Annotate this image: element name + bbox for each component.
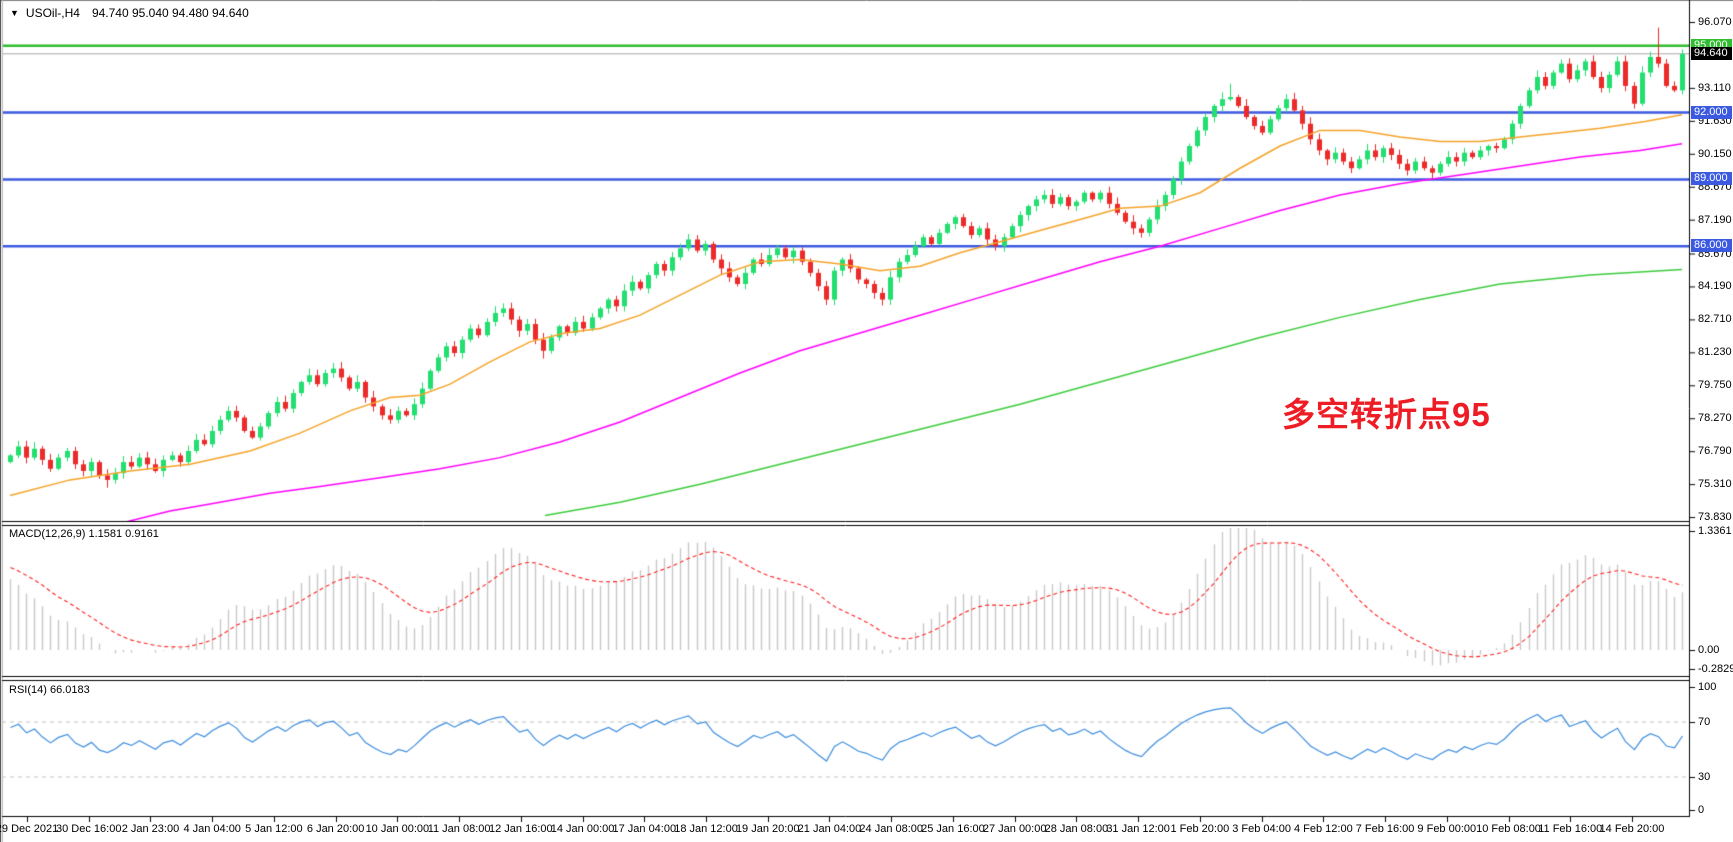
price-tick-label: 79.750	[1698, 379, 1732, 392]
time-tick-label: 14 Jan 00:00	[550, 823, 615, 835]
time-tick-label: 2 Jan 23:00	[121, 823, 180, 835]
price-tick-label: 93.110	[1698, 81, 1731, 94]
time-tick-label: 25 Jan 16:00	[921, 823, 985, 835]
time-tick-label: 4 Feb 12:00	[1293, 823, 1353, 835]
rsi-tick-label: 30	[1698, 771, 1711, 783]
time-tick-label: 10 Jan 00:00	[365, 823, 430, 835]
time-tick-label: 14 Feb 20:00	[1599, 823, 1665, 835]
price-tick-label: 90.150	[1698, 147, 1732, 160]
price-line-badge: 89.000	[1691, 172, 1732, 186]
time-tick-label: 29 Dec 2021	[0, 823, 59, 835]
chart-annotation: 多空转折点95	[1282, 396, 1491, 433]
price-tick-label: 96.070	[1698, 16, 1732, 28]
time-tick-label: 4 Jan 04:00	[183, 823, 241, 835]
time-tick-label: 11 Feb 16:00	[1538, 823, 1603, 835]
price-line-badge: 94.640	[1691, 46, 1732, 60]
rsi-indicator-label: RSI(14) 66.0183	[9, 684, 90, 696]
time-tick-label: 24 Jan 08:00	[859, 823, 924, 835]
time-tick-label: 31 Jan 12:00	[1106, 823, 1170, 835]
price-tick-label: 87.190	[1698, 213, 1732, 226]
macd-tick-label: 0.00	[1698, 644, 1720, 656]
time-tick-label: 1 Feb 20:00	[1170, 823, 1230, 835]
ohlc-readout: 94.740 95.040 94.480 94.640	[91, 6, 249, 20]
macd-tick-label: 1.3361	[1698, 525, 1732, 537]
price-line-badge: 92.000	[1691, 105, 1732, 119]
rsi-tick-label: 0	[1698, 804, 1705, 816]
time-tick-label: 5 Jan 12:00	[245, 823, 303, 835]
rsi-tick-label: 100	[1698, 681, 1717, 693]
time-tick-label: 27 Jan 00:00	[982, 823, 1047, 835]
time-tick-label: 30 Dec 16:00	[56, 823, 122, 835]
time-tick-label: 21 Jan 04:00	[797, 823, 862, 835]
time-tick-label: 11 Jan 08:00	[427, 823, 491, 835]
price-line-badge: 86.000	[1691, 239, 1732, 253]
time-tick-label: 6 Jan 20:00	[306, 823, 365, 835]
macd-tick-label: -0.2829	[1698, 663, 1733, 675]
time-tick-label: 17 Jan 04:00	[612, 823, 677, 835]
symbol-dropdown-icon[interactable]: ▼	[10, 8, 19, 18]
price-tick-label: 82.710	[1698, 313, 1732, 326]
time-tick-label: 9 Feb 00:00	[1417, 823, 1477, 835]
time-tick-label: 18 Jan 12:00	[674, 823, 738, 835]
time-tick-label: 19 Jan 20:00	[735, 823, 800, 835]
price-tick-label: 84.190	[1698, 280, 1732, 293]
time-tick-label: 10 Feb 08:00	[1476, 823, 1541, 835]
chart-title-bar: ▼ USOil-,H4 94.740 95.040 94.480 94.640	[10, 6, 249, 20]
price-scale[interactable]: 96.070 93.110 91.630 90.150 88.670 87.190 85.6…	[1689, 0, 1733, 842]
price-tick-label: 78.270	[1698, 412, 1732, 425]
time-axis[interactable]: 29 Dec 2021 30 Dec 16:00 2 Jan 23:00 4 Jan …	[0, 818, 1689, 842]
price-tick-label: 76.790	[1698, 445, 1732, 458]
time-tick-label: 7 Feb 16:00	[1355, 823, 1415, 835]
price-tick-label: 73.830	[1698, 511, 1732, 524]
time-tick-label: 12 Jan 16:00	[489, 823, 553, 835]
price-tick-label: 81.230	[1698, 346, 1732, 359]
time-tick-label: 28 Jan 08:00	[1044, 823, 1109, 835]
price-tick-label: 75.310	[1698, 478, 1732, 491]
symbol-timeframe-label: USOil-,H4	[25, 6, 80, 20]
macd-indicator-label: MACD(12,26,9) 1.1581 0.9161	[9, 528, 159, 540]
rsi-tick-label: 70	[1698, 716, 1711, 728]
time-tick-label: 3 Feb 04:00	[1232, 823, 1291, 835]
